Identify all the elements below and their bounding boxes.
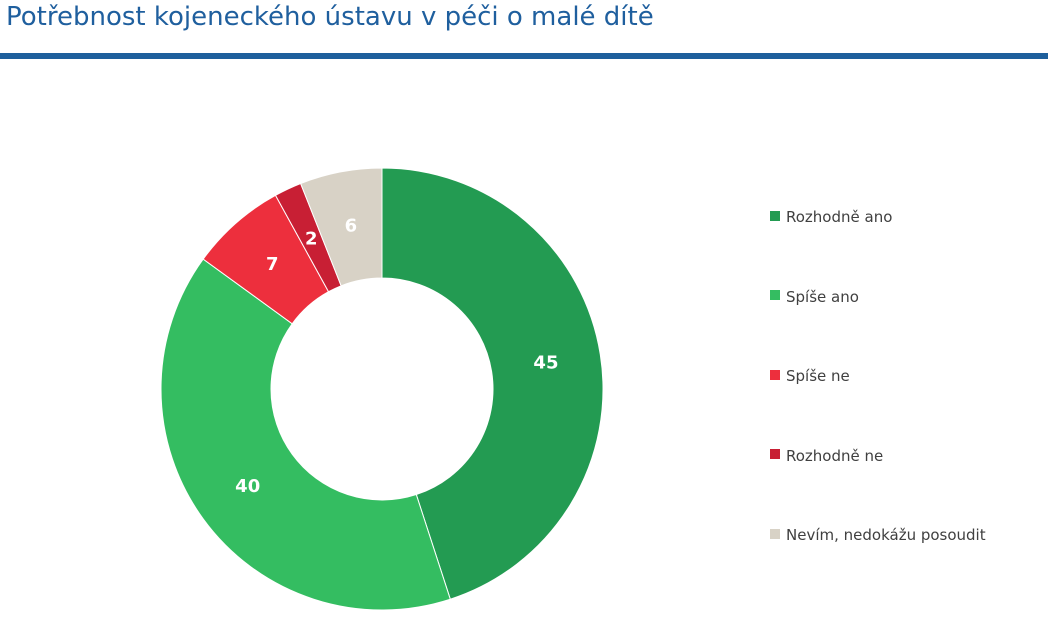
- data-label-rozhodne-ne: 2: [305, 228, 318, 249]
- legend-item-nevim-nedokazu-posoudit: Nevím, nedokážu posoudit: [770, 526, 986, 544]
- legend-swatch: [770, 449, 780, 459]
- legend-swatch: [770, 369, 780, 380]
- data-label-rozhodne-ano: 45: [533, 353, 558, 374]
- legend-item-spise-ano: Spíše ano: [770, 288, 859, 306]
- chart-title: Potřebnost kojeneckého ústavu v péči o m…: [6, 2, 654, 32]
- legend-item-rozhodne-ano: Rozhodně ano: [770, 208, 892, 226]
- legend-label: Spíše ano: [786, 287, 859, 306]
- title-divider: [0, 53, 1048, 59]
- legend-item-rozhodne-ne: Rozhodně ne: [770, 447, 883, 465]
- slice-rozhodne-ano: [381, 167, 604, 600]
- slice-nevim-nedokazu-posoudit: [299, 167, 383, 287]
- data-label-nevim-nedokazu-posoudit: 6: [345, 215, 358, 236]
- legend-item-spise-ne: Spíše ne: [770, 367, 850, 385]
- slice-spise-ano: [160, 258, 451, 611]
- legend-swatch: [770, 528, 780, 539]
- legend-label: Rozhodně ne: [786, 446, 884, 465]
- legend-label: Spíše ne: [786, 367, 850, 385]
- data-label-spise-ne: 7: [266, 254, 279, 275]
- legend-label: Rozhodně ano: [786, 208, 893, 226]
- legend-swatch: [770, 290, 780, 300]
- legend-label: Nevím, nedokážu posoudit: [786, 526, 986, 544]
- data-label-spise-ano: 40: [235, 476, 260, 497]
- legend-swatch: [770, 210, 780, 221]
